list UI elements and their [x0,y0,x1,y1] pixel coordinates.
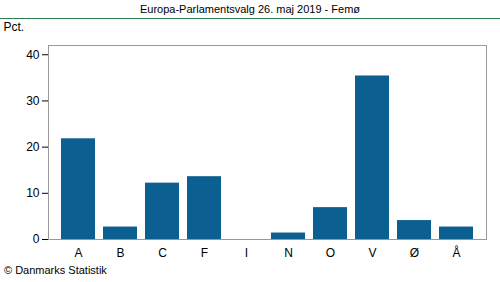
html-text:© Danmarks Statistik: © Danmarks Statistik [4,264,107,276]
svg-text:0: 0 [33,232,40,246]
svg-text:F: F [201,246,208,260]
svg-text:Å: Å [452,245,460,260]
svg-text:Ø: Ø [410,246,419,260]
svg-text:V: V [368,246,376,260]
svg-text:B: B [116,246,124,260]
svg-text:20: 20 [26,140,40,154]
svg-text:O: O [326,246,335,260]
svg-text:C: C [158,246,167,260]
svg-text:30: 30 [26,94,40,108]
svg-text:I: I [245,246,248,260]
svg-text:A: A [74,246,82,260]
svg-text:10: 10 [26,186,40,200]
html-text:Europa-Parlamentsvalg 26. maj: Europa-Parlamentsvalg 26. maj 2019 - Fem… [139,3,360,15]
svg-text:N: N [284,246,293,260]
svg-text:40: 40 [26,48,40,62]
svg-text:Pct.: Pct. [4,20,25,34]
